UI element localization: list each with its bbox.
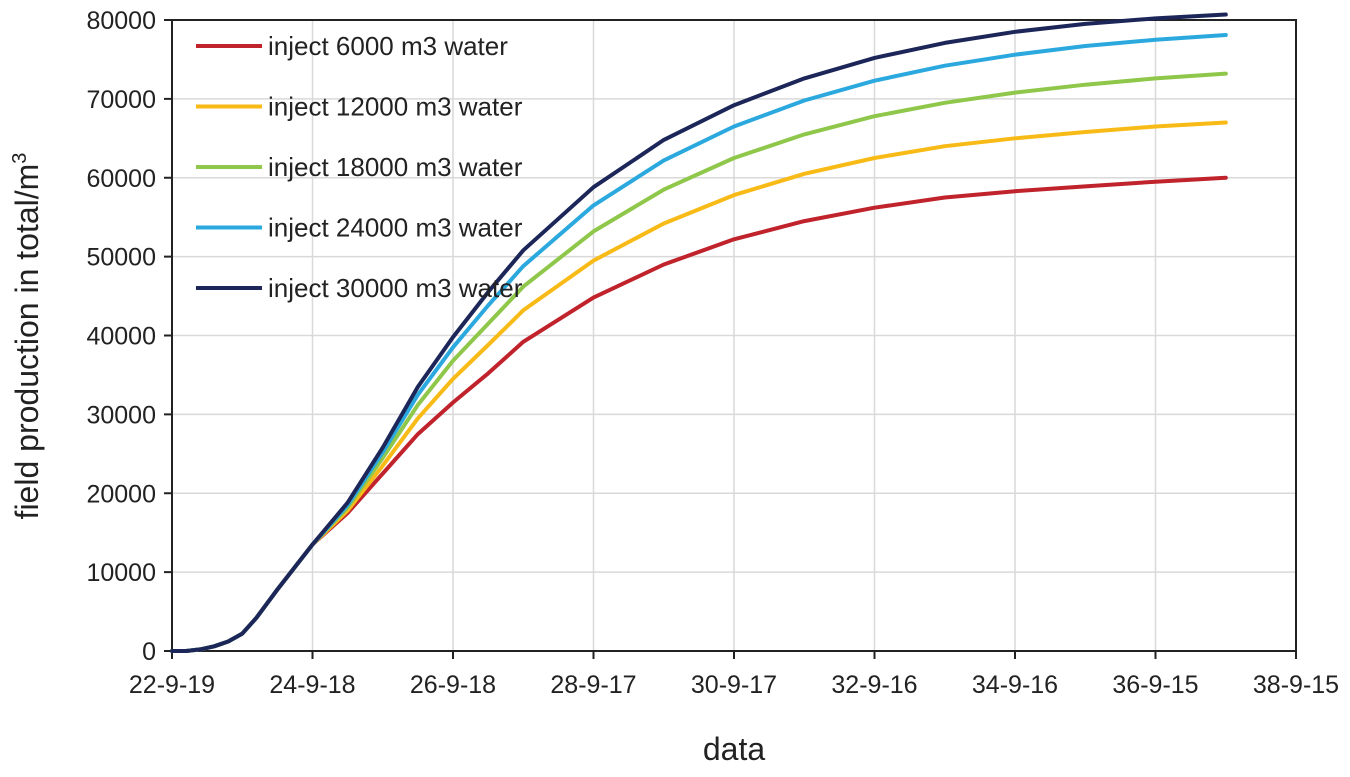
plot-area-frame bbox=[171, 19, 1297, 652]
y-tick-label: 30000 bbox=[86, 401, 156, 429]
y-axis-title-superscript: 3 bbox=[9, 153, 31, 164]
y-tick-label: 50000 bbox=[86, 244, 156, 272]
legend-label-2: inject 12000 m3 water bbox=[268, 92, 523, 122]
series-line-4 bbox=[170, 33, 1228, 653]
legend-label-5: inject 30000 m3 water bbox=[268, 273, 523, 303]
y-axis-title-main: field production in total/m bbox=[9, 164, 45, 520]
x-tick-label: 22-9-19 bbox=[129, 671, 215, 699]
y-tick-label: 80000 bbox=[86, 7, 156, 35]
x-tick-label: 34-9-16 bbox=[972, 671, 1058, 699]
y-axis-title: field production in total/m3 bbox=[9, 153, 45, 520]
y-axis-tick-labels: 0 10000 20000 30000 40000 50000 60000 70000 8000… bbox=[86, 7, 156, 666]
x-tick-label: 28-9-17 bbox=[550, 671, 636, 699]
y-tick-label: 0 bbox=[142, 638, 156, 666]
x-tick-label: 36-9-15 bbox=[1112, 671, 1198, 699]
x-tick-label: 30-9-17 bbox=[691, 671, 777, 699]
x-axis-title: data bbox=[703, 731, 765, 767]
x-axis-tick-labels: 22-9-19 24-9-18 26-9-18 28-9-17 30-9-17 32-9-… bbox=[129, 671, 1339, 699]
y-tick-label: 40000 bbox=[86, 323, 156, 351]
legend-label-1: inject 6000 m3 water bbox=[268, 31, 508, 61]
x-tick-label: 38-9-15 bbox=[1253, 671, 1339, 699]
series-line-5 bbox=[170, 12, 1228, 653]
legend: inject 6000 m3 water inject 12000 m3 wate… bbox=[196, 31, 523, 303]
y-tick-label: 10000 bbox=[86, 559, 156, 587]
legend-label-4: inject 24000 m3 water bbox=[268, 213, 523, 243]
x-tick-label: 32-9-16 bbox=[831, 671, 917, 699]
series-lines bbox=[170, 12, 1228, 653]
y-tick-label: 70000 bbox=[86, 86, 156, 114]
grid-lines bbox=[164, 19, 1297, 659]
x-tick-label: 24-9-18 bbox=[269, 671, 355, 699]
y-tick-label: 20000 bbox=[86, 480, 156, 508]
legend-label-3: inject 18000 m3 water bbox=[268, 152, 523, 182]
y-tick-label: 60000 bbox=[86, 165, 156, 193]
x-tick-label: 26-9-18 bbox=[410, 671, 496, 699]
